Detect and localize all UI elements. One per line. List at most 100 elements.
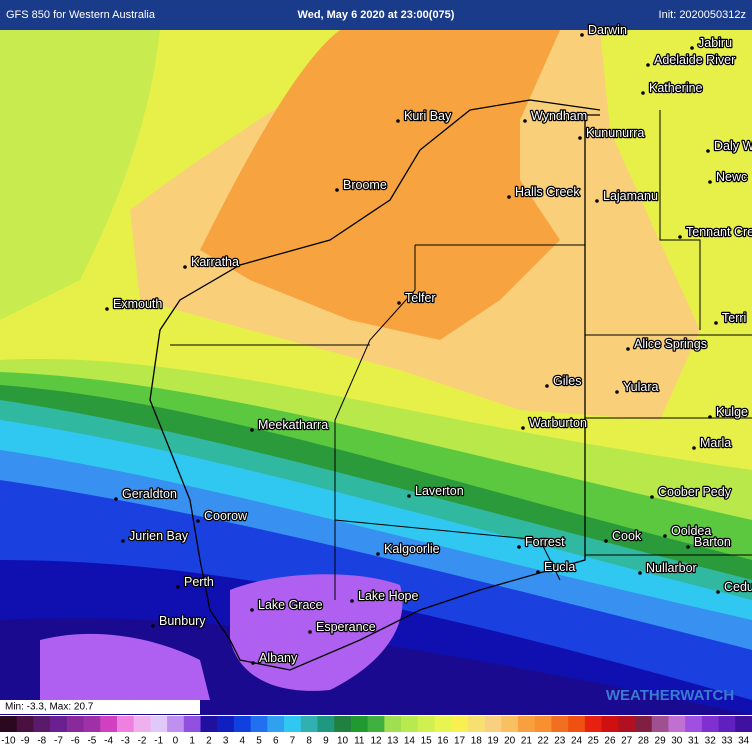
town-label: Marla <box>700 436 731 450</box>
town-label: Jabiru <box>698 36 732 50</box>
colorbar-cell <box>551 716 569 732</box>
colorbar-label: 28 <box>638 736 650 747</box>
coastline <box>149 99 601 671</box>
town-label: Giles <box>553 374 581 388</box>
colorbar-cell <box>334 716 352 732</box>
colorbar-label: 15 <box>421 736 433 747</box>
colorbar-cell <box>434 716 452 732</box>
colorbar-cell <box>735 716 752 732</box>
town-label: Jurien Bay <box>129 529 189 543</box>
minmax: Min: -3.3, Max: 20.7 <box>5 702 94 713</box>
town-label: Yulara <box>623 380 658 394</box>
town-label: Halls Creek <box>515 185 580 199</box>
colorbar-label: 21 <box>521 736 533 747</box>
colorbar-cell <box>167 716 185 732</box>
colorbar-cell <box>534 716 552 732</box>
colorbar-label: 18 <box>471 736 483 747</box>
colorbar-label: 34 <box>738 736 750 747</box>
town-dot <box>595 199 599 203</box>
colorbar-label: 7 <box>290 736 296 747</box>
town-label: Telfer <box>405 291 436 305</box>
town-dot <box>376 552 380 556</box>
town-dot <box>604 539 608 543</box>
colorbar-label: 33 <box>721 736 733 747</box>
colorbar-cell <box>217 716 235 732</box>
town-dot <box>716 590 720 594</box>
town-label: Forrest <box>525 535 565 549</box>
field <box>200 30 560 340</box>
colorbar-cell <box>0 716 18 732</box>
colorbar-label: 1 <box>189 736 195 747</box>
colorbar-cell <box>718 716 736 732</box>
town-dot <box>250 428 254 432</box>
town-label: Broome <box>343 178 387 192</box>
town-label: Exmouth <box>113 297 162 311</box>
town-label: Kuri Bay <box>404 109 452 123</box>
colorbar-label: -1 <box>154 736 163 747</box>
colorbar-cell <box>501 716 519 732</box>
town-label: Tennant Cred <box>686 225 752 239</box>
colorbar-cell <box>133 716 151 732</box>
colorbar-cell <box>317 716 335 732</box>
town-dot <box>536 570 540 574</box>
colorbar-cell <box>635 716 653 732</box>
colorbar-cell <box>116 716 135 732</box>
town-label: Albany <box>259 651 298 665</box>
town-dot <box>151 624 155 628</box>
colorbar-label: -9 <box>21 736 30 747</box>
town-label: Daly W <box>714 139 752 153</box>
town-dot <box>580 33 584 37</box>
colorbar-cell <box>467 716 486 732</box>
header-left: GFS 850 for Western Australia <box>6 9 156 21</box>
town-dot <box>114 497 118 501</box>
town-label: Kulge <box>716 405 748 419</box>
town-dot <box>176 585 180 589</box>
colorbar-label: -4 <box>104 736 113 747</box>
colorbar-label: 9 <box>323 736 329 747</box>
colorbar-cell <box>401 716 419 732</box>
town-dot <box>578 136 582 140</box>
colorbar-label: 5 <box>256 736 262 747</box>
colorbar-cell <box>267 716 285 732</box>
town-dot <box>646 63 650 67</box>
colorbar-label: 12 <box>370 736 382 747</box>
colorbar-cell <box>250 716 268 732</box>
town-dot <box>545 384 549 388</box>
colorbar-cell <box>568 716 586 732</box>
colorbar-label: -7 <box>54 736 63 747</box>
colorbar-cell <box>284 716 302 732</box>
town-dot <box>708 415 712 419</box>
colorbar-label: 14 <box>404 736 416 747</box>
colorbar-cell <box>83 716 101 732</box>
colorbar-label: 24 <box>571 736 583 747</box>
town-dot <box>396 119 400 123</box>
colorbar-label: 6 <box>273 736 279 747</box>
colorbar-label: 19 <box>487 736 499 747</box>
town-dot <box>196 519 200 523</box>
town-dot <box>183 265 187 269</box>
header-center: Wed, May 6 2020 at 23:00(075) <box>298 9 455 21</box>
colorbar-cell <box>100 716 118 732</box>
town-label: Lake Hope <box>358 589 419 603</box>
colorbar-label: 22 <box>538 736 550 747</box>
colorbar-cell <box>685 716 703 732</box>
colorbar-cell <box>300 716 319 732</box>
colorbar-cell <box>668 716 686 732</box>
colorbar-cell <box>618 716 636 732</box>
colorbar-label: 11 <box>354 736 365 747</box>
town-label: Perth <box>184 575 214 589</box>
field <box>40 633 210 700</box>
town-dot <box>397 301 401 305</box>
town-dot <box>350 599 354 603</box>
colorbar-cell <box>66 716 85 732</box>
town-label: Laverton <box>415 484 464 498</box>
town-dot <box>507 195 511 199</box>
town-label: Newc <box>716 170 747 184</box>
town-label: Terri <box>722 311 746 325</box>
town-label: Adelaide River <box>654 53 735 67</box>
town-label: Kununurra <box>586 126 644 140</box>
colorbar-cell <box>33 716 51 732</box>
colorbar-label: 32 <box>705 736 717 747</box>
town-dot <box>251 661 255 665</box>
header-bar <box>0 0 752 30</box>
